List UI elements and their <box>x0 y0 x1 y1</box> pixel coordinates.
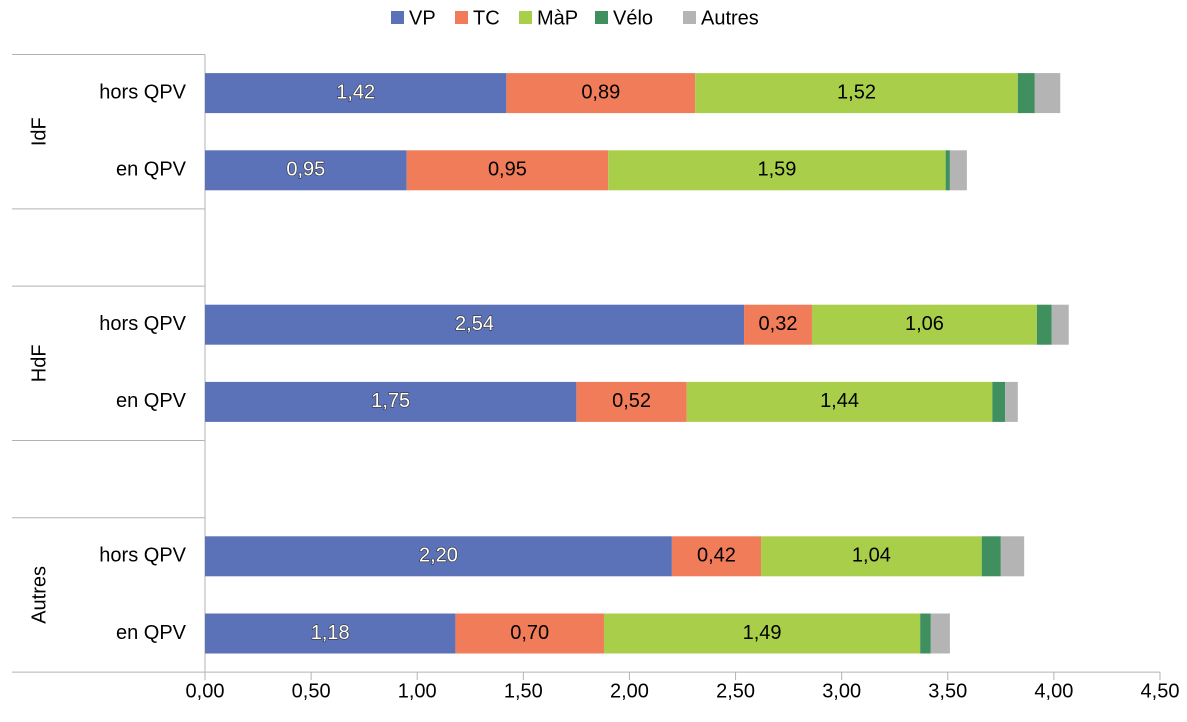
legend-swatch <box>683 11 696 24</box>
bar-segment <box>949 150 967 191</box>
bar-segment <box>811 304 1037 345</box>
bar-segment <box>992 381 1006 422</box>
legend-label: VP <box>409 7 436 29</box>
group-label: HdF <box>28 344 50 382</box>
value-label: 0,70 <box>510 622 549 644</box>
value-label: 0,95 <box>488 159 527 181</box>
bar-segment <box>686 381 993 422</box>
category-label: hors QPV <box>99 81 186 103</box>
bar-segment <box>603 613 921 654</box>
category-label: en QPV <box>116 390 187 412</box>
value-label: 0,32 <box>759 313 798 335</box>
bar-segment <box>930 613 950 654</box>
category-label: en QPV <box>116 159 187 181</box>
bar-segment <box>205 150 407 191</box>
group-label: IdF <box>28 117 50 146</box>
value-label: 1,06 <box>905 313 944 335</box>
value-label: 0,89 <box>581 81 620 103</box>
bar-segment <box>205 613 456 654</box>
value-label: 1,42 <box>336 81 375 103</box>
bar-segment <box>205 73 507 114</box>
bar-segment <box>920 613 931 654</box>
x-tick-label: 4,00 <box>1034 680 1073 702</box>
value-label: 0,52 <box>612 390 651 412</box>
value-label: 1,18 <box>311 622 350 644</box>
value-label: 1,49 <box>743 622 782 644</box>
bar-segment <box>695 73 1018 114</box>
bar-segment <box>205 304 745 345</box>
x-tick-label: 2,00 <box>610 680 649 702</box>
bar-segment <box>1000 536 1025 577</box>
value-label: 2,20 <box>419 545 458 567</box>
x-tick-label: 4,50 <box>1141 680 1180 702</box>
category-label: hors QPV <box>99 313 186 335</box>
value-label: 1,52 <box>837 81 876 103</box>
bar-segment <box>744 304 812 345</box>
legend-swatch <box>519 11 532 24</box>
x-tick-label: 1,50 <box>504 680 543 702</box>
bar-segment <box>761 536 982 577</box>
legend-label: Autres <box>701 7 759 29</box>
value-label: 1,04 <box>852 545 891 567</box>
value-label: 1,75 <box>371 390 410 412</box>
bar-segment <box>406 150 609 191</box>
value-label: 0,95 <box>286 159 325 181</box>
bar-segment <box>981 536 1001 577</box>
bar-segment <box>1017 73 1035 114</box>
x-tick-label: 1,00 <box>398 680 437 702</box>
value-label: 2,54 <box>455 313 494 335</box>
legend-label: TC <box>473 7 500 29</box>
bar-segment <box>506 73 696 114</box>
value-label: 1,59 <box>757 159 796 181</box>
group-label: Autres <box>28 566 50 624</box>
bar-segment <box>608 150 946 191</box>
x-tick-label: 3,00 <box>822 680 861 702</box>
x-tick-label: 3,50 <box>928 680 967 702</box>
x-tick-label: 2,50 <box>716 680 755 702</box>
value-label: 0,42 <box>697 545 736 567</box>
legend-label: Vélo <box>613 7 653 29</box>
legend-label: MàP <box>537 7 578 29</box>
x-tick-label: 0,00 <box>186 680 225 702</box>
bar-segment <box>1051 304 1069 345</box>
legend-swatch <box>455 11 468 24</box>
bar-segment <box>1034 73 1061 114</box>
category-label: en QPV <box>116 622 187 644</box>
x-tick-label: 0,50 <box>292 680 331 702</box>
bar-segment <box>455 613 604 654</box>
value-label: 1,44 <box>820 390 859 412</box>
bar-segment <box>205 381 577 422</box>
legend-swatch <box>595 11 608 24</box>
bar-segment <box>205 536 672 577</box>
bar-segment <box>671 536 762 577</box>
bar-segment <box>945 150 950 191</box>
bar-segment <box>576 381 687 422</box>
category-label: hors QPV <box>99 545 186 567</box>
bar-segment <box>1036 304 1052 345</box>
bar-segment <box>1005 381 1018 422</box>
legend-swatch <box>391 11 404 24</box>
